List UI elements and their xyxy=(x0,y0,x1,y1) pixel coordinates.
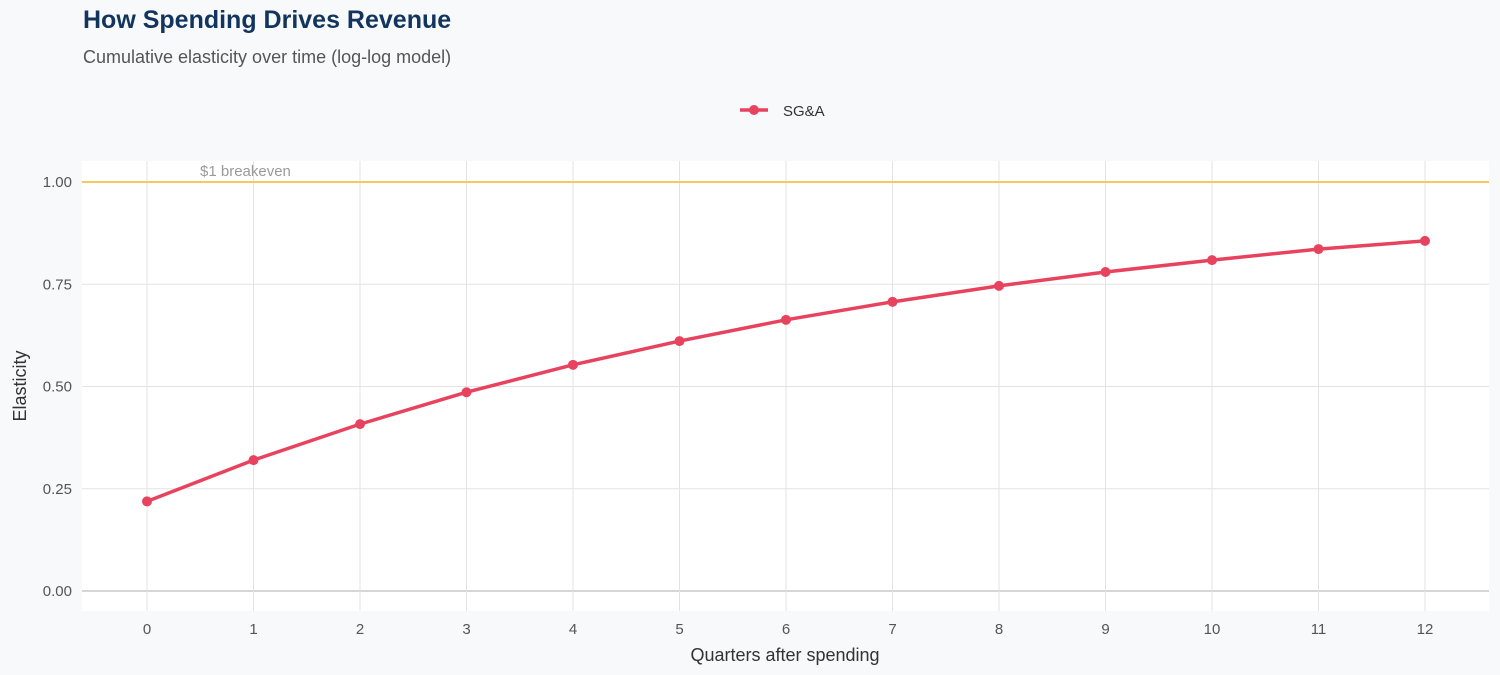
breakeven-label: $1 breakeven xyxy=(200,163,291,180)
data-point xyxy=(461,387,472,398)
legend: SG&A xyxy=(740,103,825,120)
data-point xyxy=(355,419,365,430)
data-point xyxy=(1420,235,1430,246)
data-point xyxy=(887,296,898,307)
x-tick-label: 3 xyxy=(462,621,470,638)
x-axis-label: Quarters after spending xyxy=(690,645,879,665)
y-tick-label: 1.00 xyxy=(43,174,72,191)
data-point xyxy=(674,336,685,347)
x-tick-label: 1 xyxy=(249,621,257,638)
legend-swatch-point xyxy=(749,105,759,115)
x-tick-label: 12 xyxy=(1417,621,1434,638)
x-tick-label: 0 xyxy=(143,621,151,638)
chart-title: How Spending Drives Revenue xyxy=(83,6,452,34)
chart-subtitle: Cumulative elasticity over time (log-log… xyxy=(83,47,452,67)
x-tick-label: 6 xyxy=(782,621,790,638)
x-tick-label: 7 xyxy=(888,621,896,638)
data-point xyxy=(994,280,1004,291)
legend-label: SG&A xyxy=(783,103,825,120)
x-tick-label: 2 xyxy=(356,621,364,638)
data-point xyxy=(1100,266,1111,277)
data-point xyxy=(1207,255,1217,266)
data-point xyxy=(248,455,259,466)
x-tick-label: 5 xyxy=(675,621,683,638)
y-tick-label: 0.00 xyxy=(43,583,72,600)
data-point xyxy=(142,496,152,507)
x-tick-label: 10 xyxy=(1204,621,1221,638)
x-tick-label: 8 xyxy=(995,621,1003,638)
data-point xyxy=(781,314,791,325)
x-tick-label: 11 xyxy=(1311,621,1327,638)
x-tick-label: 9 xyxy=(1101,621,1109,638)
data-point xyxy=(1313,244,1324,255)
y-tick-label: 0.25 xyxy=(43,481,72,498)
y-tick-label: 0.50 xyxy=(43,379,72,396)
y-axis-label: Elasticity xyxy=(10,350,30,421)
data-point xyxy=(568,359,578,370)
x-tick-label: 4 xyxy=(569,621,577,638)
y-tick-label: 0.75 xyxy=(43,276,72,293)
